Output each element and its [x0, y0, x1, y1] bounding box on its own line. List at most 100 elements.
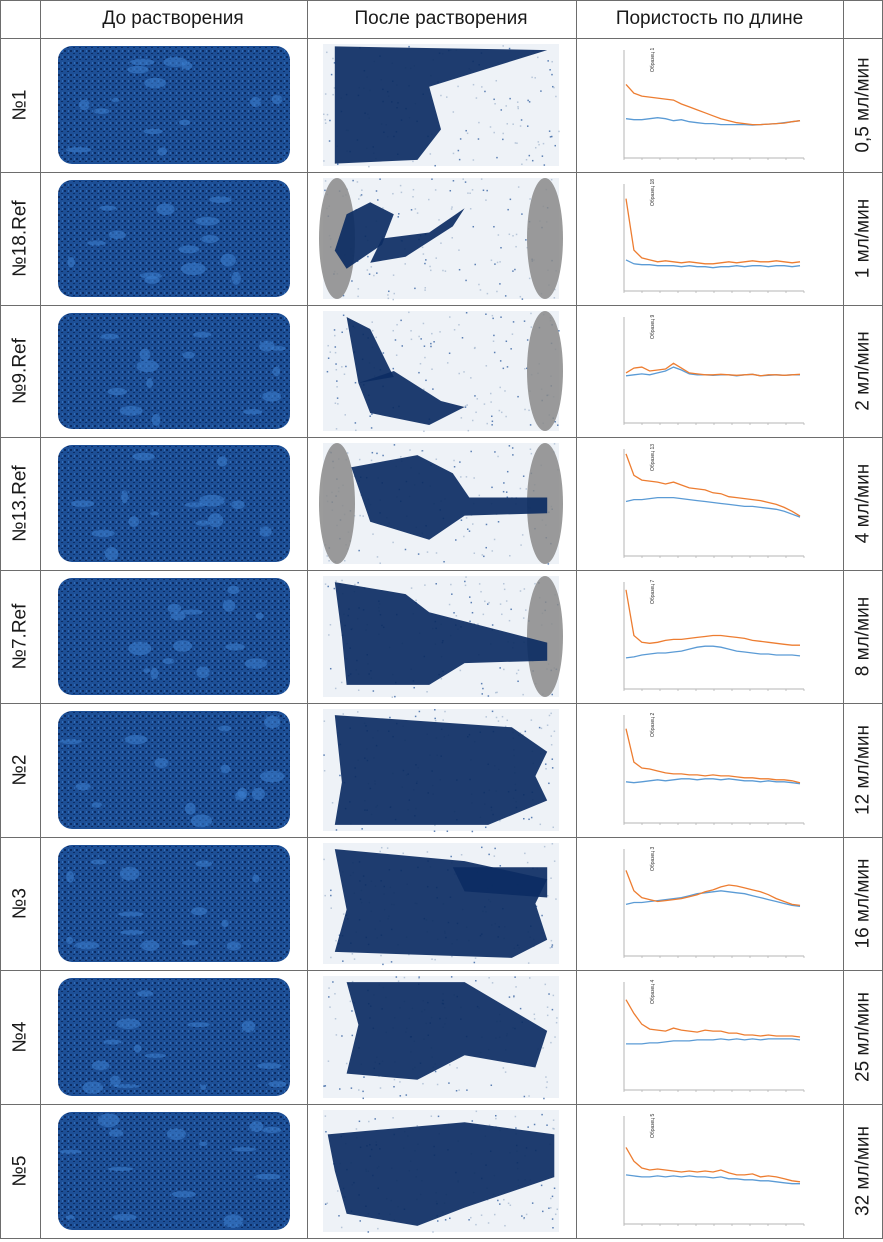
porosity-chart: Образец 13 [576, 437, 843, 570]
row-divider [0, 703, 883, 704]
sample-id-cell: №2 [0, 703, 40, 837]
core-after-image [307, 305, 575, 437]
series-blue-line [625, 496, 801, 518]
chart-sample-label: Образец 18 [650, 179, 656, 206]
core-after-image [307, 38, 575, 172]
core-after-image [307, 570, 575, 703]
core-after-image [307, 172, 575, 305]
column-divider [307, 0, 308, 1238]
sample-id-cell: №9.Ref [0, 305, 40, 437]
flow-rate: 4 мл/мин [853, 464, 874, 543]
flow-rate: 8 мл/мин [853, 597, 874, 676]
flow-rate-cell: 4 мл/мин [843, 437, 883, 570]
row-divider [0, 837, 883, 838]
sample-id: №13.Ref [10, 465, 31, 542]
flow-rate-cell: 0,5 мл/мин [843, 38, 883, 172]
core-before-image [40, 1104, 306, 1238]
flow-rate-cell: 16 мл/мин [843, 837, 883, 970]
row-divider [0, 305, 883, 306]
row-divider [0, 0, 883, 1]
porosity-chart: Образец 9 [576, 305, 843, 437]
core-before-image [40, 837, 306, 970]
series-blue-line [625, 645, 801, 659]
sample-id-cell: №5 [0, 1104, 40, 1238]
porosity-chart: Образец 5 [576, 1104, 843, 1238]
chart-sample-label: Образец 3 [650, 846, 656, 871]
sample-id-cell: №18.Ref [0, 172, 40, 305]
flow-rate-cell: 2 мл/мин [843, 305, 883, 437]
flow-rate: 25 мл/мин [853, 992, 874, 1082]
sample-id: №2 [10, 755, 31, 786]
flow-rate-cell: 25 мл/мин [843, 970, 883, 1104]
porosity-chart: Образец 4 [576, 970, 843, 1104]
series-orange-line [625, 198, 801, 265]
chart-sample-label: Образец 2 [650, 712, 656, 737]
flow-rate: 16 мл/мин [853, 858, 874, 948]
sample-id-cell: №4 [0, 970, 40, 1104]
sample-id: №7.Ref [10, 603, 31, 670]
header-porosity: Пористость по длине [615, 8, 804, 29]
chart-sample-label: Образец 5 [650, 1113, 656, 1138]
core-before-image [40, 305, 306, 437]
row-divider [0, 1104, 883, 1105]
flow-rate: 32 мл/мин [853, 1126, 874, 1216]
row-divider [0, 172, 883, 173]
sample-id: №1 [10, 90, 31, 121]
core-after-image [307, 970, 575, 1104]
chart-sample-label: Образец 13 [650, 444, 656, 471]
header-before: До растворения [102, 8, 244, 29]
sample-id-cell: №13.Ref [0, 437, 40, 570]
porosity-chart: Образец 1 [576, 38, 843, 172]
series-orange-line [625, 728, 801, 784]
core-before-image [40, 570, 306, 703]
column-divider [40, 0, 41, 1238]
sample-id: №3 [10, 888, 31, 919]
header-after: После растворения [354, 8, 528, 29]
flow-rate: 1 мл/мин [853, 199, 874, 278]
core-after-image [307, 437, 575, 570]
series-orange-line [625, 999, 801, 1038]
core-before-image [40, 172, 306, 305]
series-blue-line [625, 1174, 800, 1185]
series-orange-line [625, 589, 800, 646]
sample-id-cell: №3 [0, 837, 40, 970]
row-divider [0, 970, 883, 971]
column-divider [576, 0, 577, 1238]
flow-rate-cell: 12 мл/мин [843, 703, 883, 837]
chart-sample-label: Образец 1 [650, 47, 656, 72]
core-after-image [307, 703, 575, 837]
sample-id-cell: №1 [0, 38, 40, 172]
series-blue-line [625, 259, 801, 269]
chart-sample-label: Образец 9 [650, 314, 656, 339]
flow-rate: 12 мл/мин [853, 725, 874, 815]
series-orange-line [625, 362, 801, 377]
column-divider [843, 0, 844, 1238]
series-orange-line [625, 1147, 801, 1183]
flow-rate-cell: 1 мл/мин [843, 172, 883, 305]
row-divider [0, 1238, 883, 1239]
flow-rate-cell: 8 мл/мин [843, 570, 883, 703]
sample-id: №18.Ref [10, 200, 31, 277]
porosity-chart: Образец 7 [576, 570, 843, 703]
series-blue-line [625, 890, 801, 908]
chart-sample-label: Образец 7 [650, 579, 656, 604]
flow-rate: 2 мл/мин [853, 331, 874, 410]
sample-id: №9.Ref [10, 337, 31, 404]
sample-id: №4 [10, 1021, 31, 1052]
chart-sample-label: Образец 4 [650, 979, 656, 1004]
series-orange-line [625, 453, 801, 517]
porosity-chart: Образец 3 [576, 837, 843, 970]
sample-id-cell: №7.Ref [0, 570, 40, 703]
series-orange-line [625, 83, 801, 126]
core-before-image [40, 38, 306, 172]
flow-rate: 0,5 мл/мин [853, 57, 874, 152]
row-divider [0, 38, 883, 39]
column-divider [0, 0, 1, 1238]
core-before-image [40, 703, 306, 837]
flow-rate-cell: 32 мл/мин [843, 1104, 883, 1238]
series-blue-line [625, 778, 801, 785]
core-after-image [307, 1104, 575, 1238]
row-divider [0, 570, 883, 571]
series-orange-line [625, 870, 801, 907]
